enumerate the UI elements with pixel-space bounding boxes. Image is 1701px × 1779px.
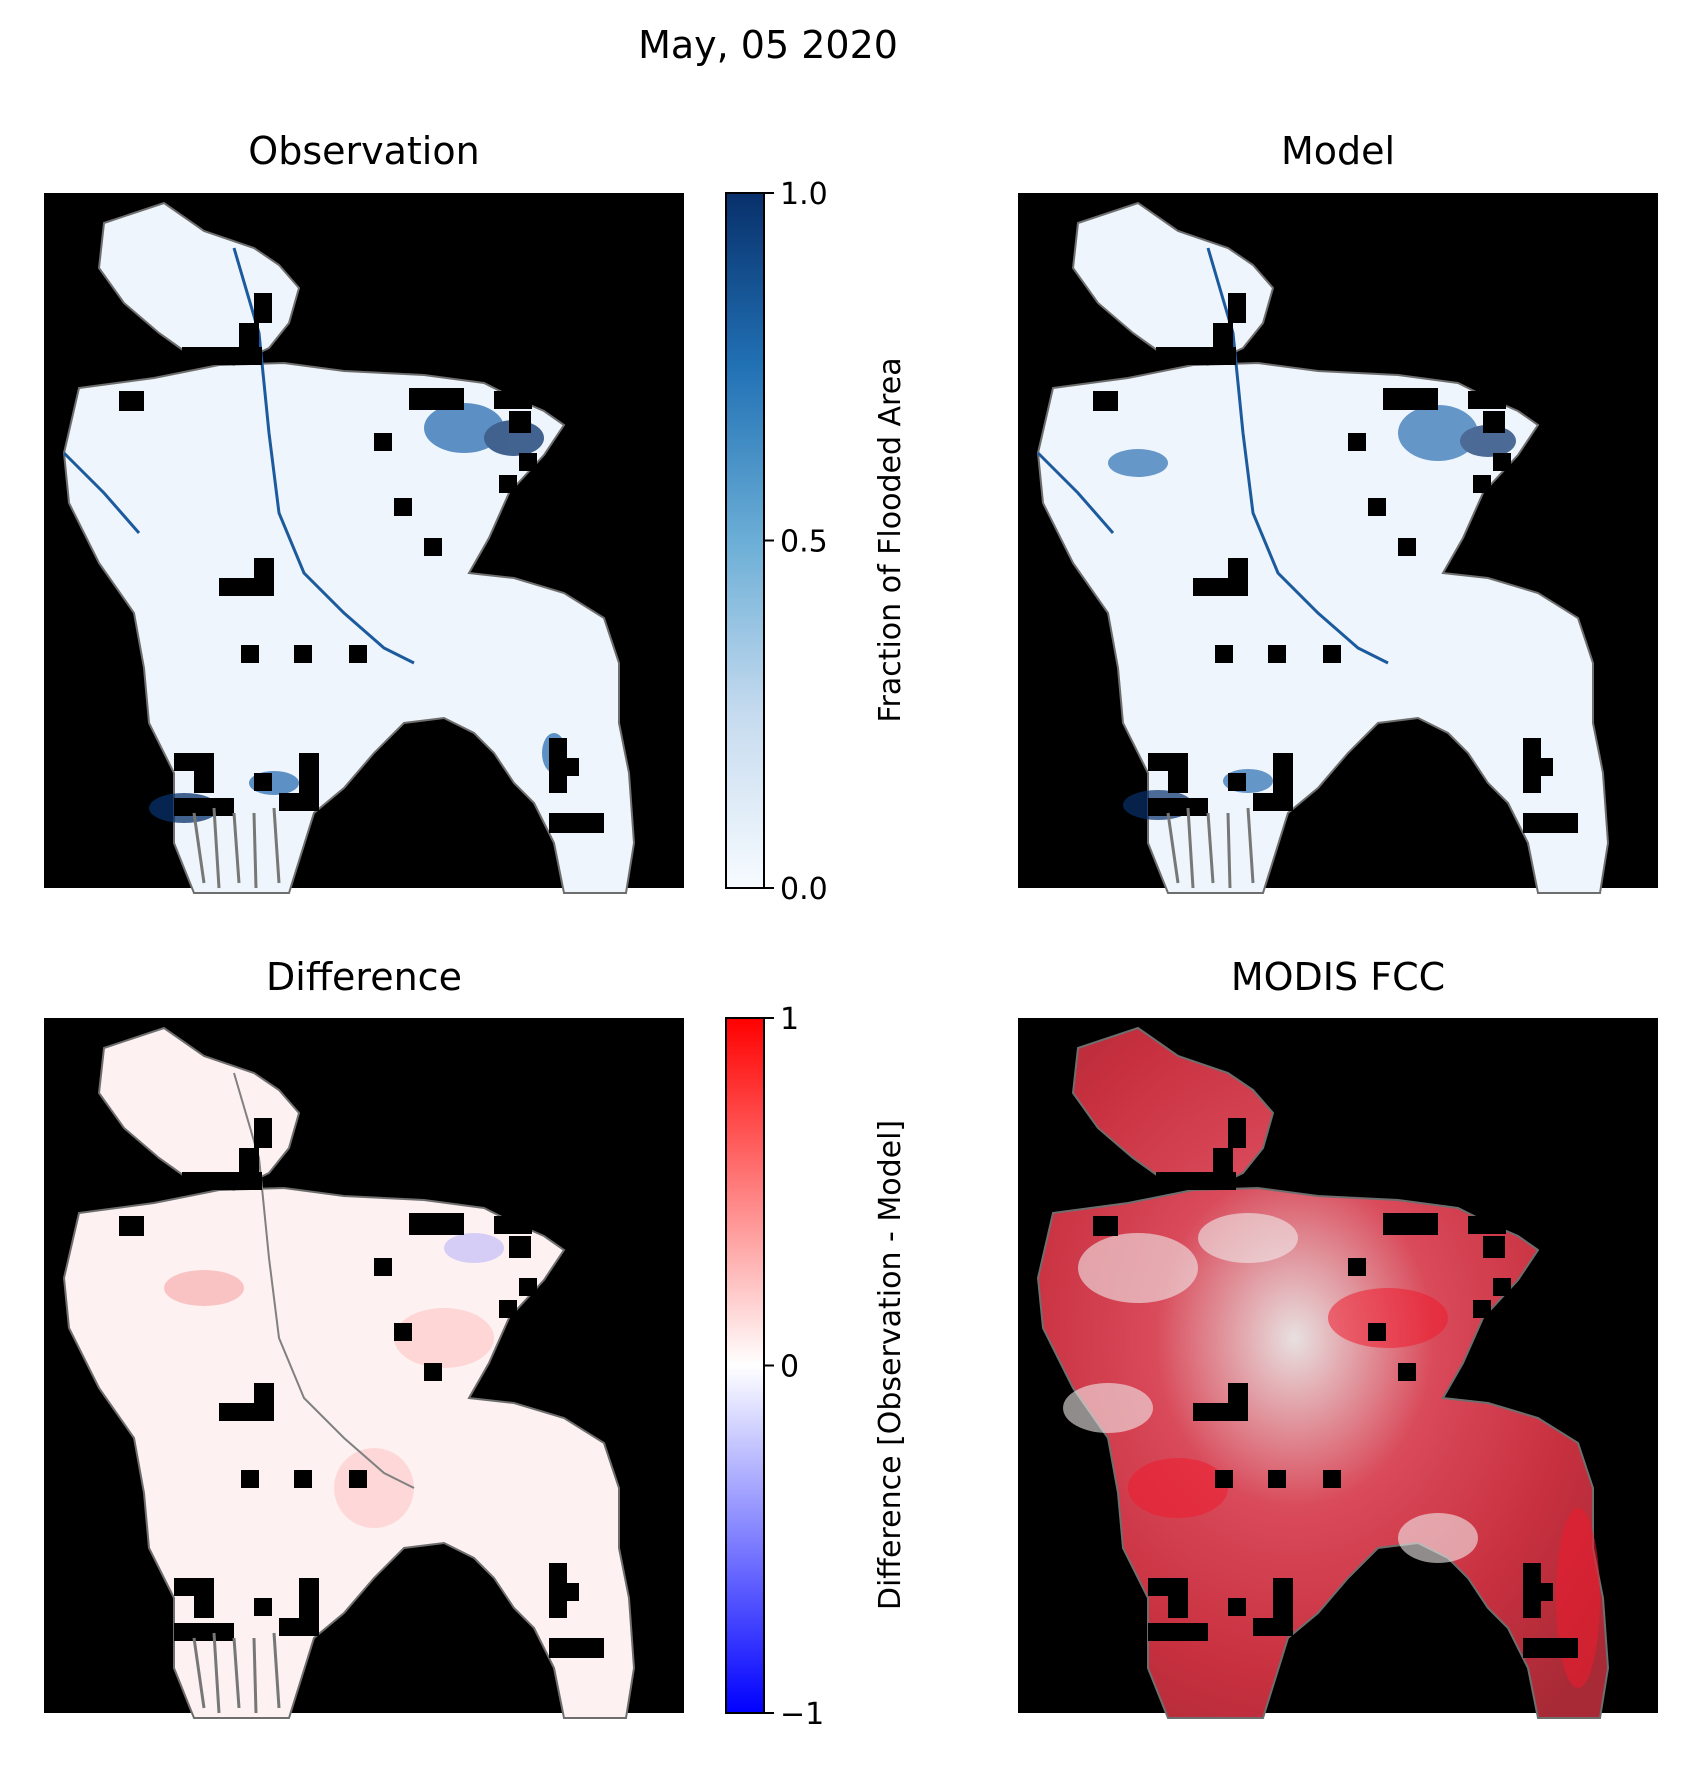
- difference-colorbar-tick-label: 1: [780, 1002, 799, 1037]
- difference-delta-lines: [192, 1632, 281, 1714]
- difference-colorbar-ticks: −1 0 1: [764, 1002, 824, 1732]
- difference-patches: [164, 1233, 504, 1528]
- flood-colorbar: 0.0 0.5 1.0 Fraction of Flooded Area: [725, 177, 908, 907]
- difference-map: [44, 1018, 684, 1719]
- modis-cloud-patches: [1063, 1213, 1478, 1563]
- difference-colorbar-label: Difference [Observation - Model]: [873, 1120, 908, 1610]
- model-map: [1018, 193, 1658, 894]
- difference-title: Difference: [266, 955, 462, 999]
- observation-delta-lines: [192, 807, 281, 889]
- modis-title: MODIS FCC: [1231, 955, 1445, 999]
- observation-title: Observation: [248, 129, 479, 173]
- difference-colorbar-tick-label: −1: [780, 1697, 824, 1732]
- modis-red-patches: [1128, 1288, 1600, 1688]
- flood-colorbar-tick-label: 0.5: [780, 525, 828, 560]
- model-river-west: [1036, 451, 1115, 534]
- flood-colorbar-tick-label: 1.0: [780, 177, 828, 212]
- flood-colorbar-ticks: 0.0 0.5 1.0: [764, 177, 828, 907]
- model-delta-lines: [1166, 807, 1255, 889]
- flood-colorbar-tick-label: 0.0: [780, 872, 828, 907]
- modis-map: [1018, 1018, 1658, 1719]
- figure-title: May, 05 2020: [638, 23, 898, 67]
- difference-colorbar: −1 0 1 Difference [Observation - Model]: [725, 1002, 908, 1732]
- model-title: Model: [1281, 129, 1395, 173]
- flood-colorbar-gradient: [725, 192, 765, 889]
- observation-river-west: [62, 451, 141, 534]
- flood-colorbar-label: Fraction of Flooded Area: [873, 357, 908, 722]
- observation-map: [44, 193, 684, 894]
- difference-colorbar-tick-label: 0: [780, 1350, 799, 1385]
- difference-colorbar-gradient: [725, 1017, 765, 1714]
